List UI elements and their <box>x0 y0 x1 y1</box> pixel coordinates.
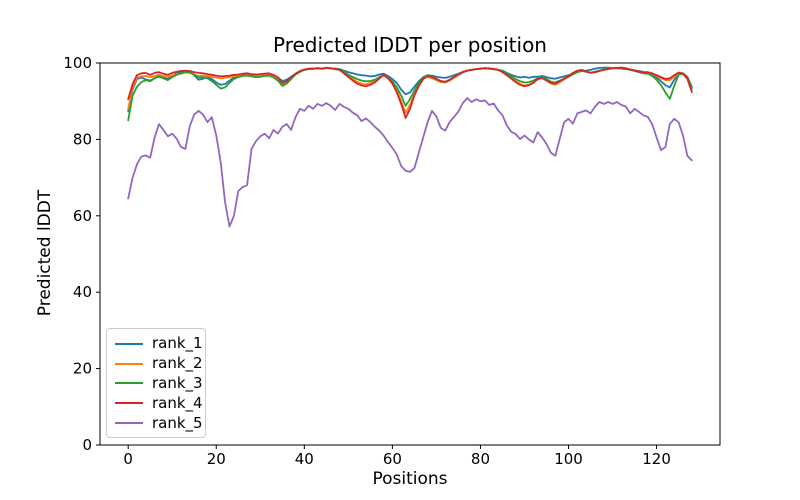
y-tick-label: 80 <box>73 130 92 148</box>
legend-label: rank_2 <box>152 354 203 373</box>
x-axis-label: Positions <box>372 469 448 489</box>
legend-item-rank_1: rank_1 <box>115 334 203 354</box>
legend-item-rank_2: rank_2 <box>115 354 203 374</box>
y-tick-label: 40 <box>73 283 92 301</box>
x-tick-label: 40 <box>295 450 314 468</box>
series-line-rank_1 <box>127 66 693 113</box>
y-tick-label: 60 <box>73 207 92 225</box>
legend-item-rank_4: rank_4 <box>115 393 203 413</box>
y-tick-label: 0 <box>82 436 92 454</box>
legend-label: rank_3 <box>152 373 203 392</box>
legend-swatch-rank_4 <box>115 402 143 405</box>
y-axis-label: Predicted lDDT <box>35 189 55 317</box>
y-tick-label: 100 <box>63 54 92 72</box>
x-tick-label: 80 <box>471 450 490 468</box>
legend-label: rank_5 <box>152 413 203 432</box>
x-tick-label: 120 <box>642 450 671 468</box>
legend-item-rank_5: rank_5 <box>115 413 203 433</box>
legend-label: rank_1 <box>152 334 203 353</box>
legend-swatch-rank_3 <box>115 382 143 385</box>
x-tick-label: 100 <box>554 450 583 468</box>
legend-swatch-rank_2 <box>115 362 143 365</box>
x-tick-label: 20 <box>207 450 226 468</box>
legend-swatch-rank_1 <box>115 342 143 345</box>
legend-item-rank_3: rank_3 <box>115 374 203 394</box>
x-tick-label: 0 <box>123 450 133 468</box>
x-tick-label: 60 <box>383 450 402 468</box>
series-line-rank_5 <box>127 97 693 228</box>
chart-title: Predicted lDDT per position <box>273 33 547 57</box>
legend-label: rank_4 <box>152 393 203 412</box>
legend-swatch-rank_5 <box>115 422 143 425</box>
y-tick-label: 20 <box>73 360 92 378</box>
series-line-rank_4 <box>127 66 693 119</box>
legend: rank_1 rank_2 rank_3 rank_4 rank_5 <box>106 328 206 438</box>
axes-spines <box>99 62 721 446</box>
